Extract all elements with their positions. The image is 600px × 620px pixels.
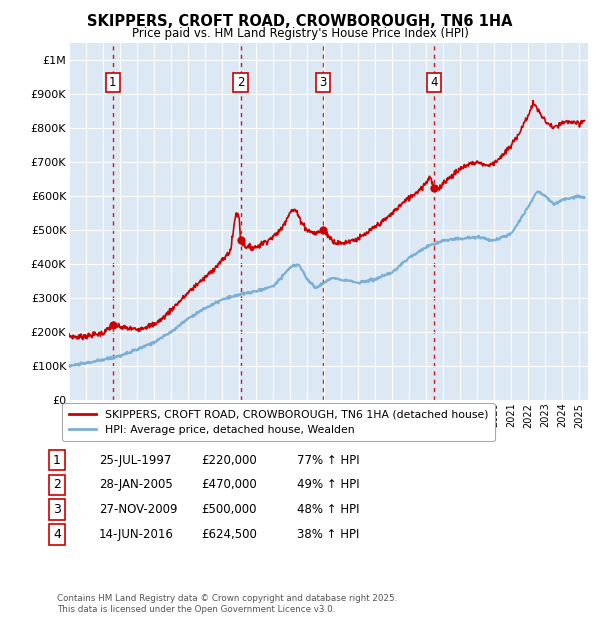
Text: 49% ↑ HPI: 49% ↑ HPI bbox=[297, 479, 359, 491]
Text: 1: 1 bbox=[109, 76, 116, 89]
Text: 3: 3 bbox=[53, 503, 61, 516]
Text: 4: 4 bbox=[53, 528, 61, 541]
Text: £470,000: £470,000 bbox=[201, 479, 257, 491]
Text: 28-JAN-2005: 28-JAN-2005 bbox=[99, 479, 173, 491]
Text: Contains HM Land Registry data © Crown copyright and database right 2025.: Contains HM Land Registry data © Crown c… bbox=[57, 593, 397, 603]
Text: 1: 1 bbox=[53, 454, 61, 466]
Text: 4: 4 bbox=[430, 76, 438, 89]
Text: 2: 2 bbox=[237, 76, 244, 89]
Text: 3: 3 bbox=[319, 76, 326, 89]
Text: 38% ↑ HPI: 38% ↑ HPI bbox=[297, 528, 359, 541]
Text: 77% ↑ HPI: 77% ↑ HPI bbox=[297, 454, 359, 466]
Text: £624,500: £624,500 bbox=[201, 528, 257, 541]
Text: £500,000: £500,000 bbox=[201, 503, 257, 516]
Text: This data is licensed under the Open Government Licence v3.0.: This data is licensed under the Open Gov… bbox=[57, 604, 335, 614]
Text: 25-JUL-1997: 25-JUL-1997 bbox=[99, 454, 172, 466]
Legend: SKIPPERS, CROFT ROAD, CROWBOROUGH, TN6 1HA (detached house), HPI: Average price,: SKIPPERS, CROFT ROAD, CROWBOROUGH, TN6 1… bbox=[62, 403, 494, 441]
Text: 14-JUN-2016: 14-JUN-2016 bbox=[99, 528, 174, 541]
Text: 48% ↑ HPI: 48% ↑ HPI bbox=[297, 503, 359, 516]
Text: 2: 2 bbox=[53, 479, 61, 491]
Text: 27-NOV-2009: 27-NOV-2009 bbox=[99, 503, 178, 516]
Text: £220,000: £220,000 bbox=[201, 454, 257, 466]
Text: SKIPPERS, CROFT ROAD, CROWBOROUGH, TN6 1HA: SKIPPERS, CROFT ROAD, CROWBOROUGH, TN6 1… bbox=[87, 14, 513, 29]
Text: Price paid vs. HM Land Registry's House Price Index (HPI): Price paid vs. HM Land Registry's House … bbox=[131, 27, 469, 40]
